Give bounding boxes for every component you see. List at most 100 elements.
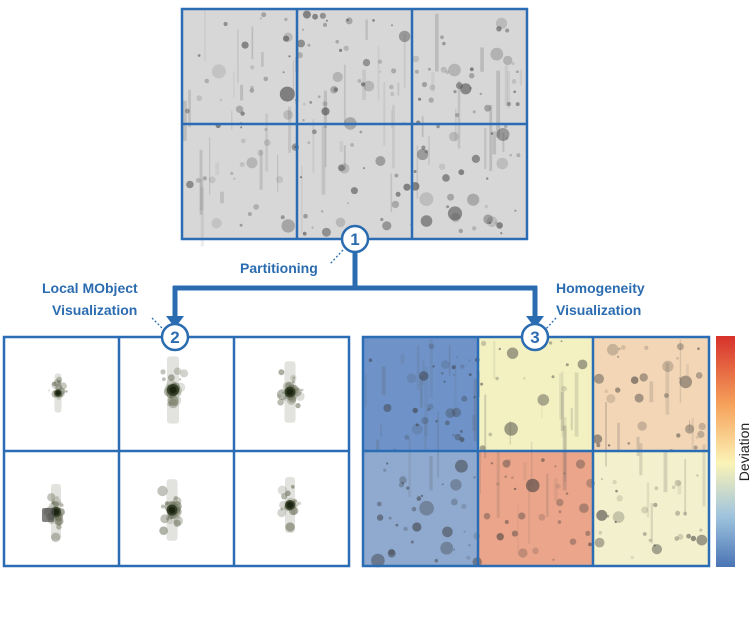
homogeneity-streak	[408, 438, 411, 498]
homogeneity-blob	[693, 445, 698, 450]
homogeneity-blob	[674, 536, 679, 541]
homogeneity-blob	[441, 483, 444, 486]
step-2-label-line2: Visualization	[52, 302, 137, 318]
original-blob	[421, 81, 428, 88]
homogeneity-blob	[618, 347, 621, 350]
original-blob	[230, 171, 234, 175]
original-streak	[233, 71, 235, 98]
step-2-label-line1: Local MObject	[42, 280, 138, 296]
original-blob	[343, 45, 349, 51]
original-blob	[486, 216, 498, 228]
homogeneity-blob	[630, 555, 634, 560]
original-blob	[312, 129, 317, 135]
homogeneity-blob	[401, 482, 405, 485]
original-streak	[265, 113, 269, 172]
homogeneity-blob	[428, 343, 435, 350]
homogeneity-blob	[662, 360, 674, 372]
homogeneity-blob	[416, 496, 422, 501]
homogeneity-blob	[481, 340, 487, 346]
homogeneity-blob	[406, 373, 417, 384]
original-streak	[519, 69, 523, 86]
homogeneity-blob	[502, 459, 511, 468]
original-blob	[239, 162, 245, 167]
step-2-number: 2	[170, 328, 179, 347]
homogeneity-blob	[421, 417, 429, 425]
homogeneity-blob	[463, 530, 466, 533]
original-blob	[467, 193, 480, 206]
original-streak	[292, 60, 294, 93]
original-blob	[332, 71, 343, 83]
original-blob	[294, 145, 297, 149]
homogeneity-blob	[554, 465, 557, 468]
original-blob	[496, 157, 509, 170]
original-blob	[372, 19, 375, 22]
original-blob	[239, 223, 243, 227]
homogeneity-blob	[538, 513, 546, 521]
original-blob	[390, 91, 395, 97]
original-streak	[339, 141, 344, 152]
original-blob	[472, 110, 476, 114]
step-1-label: Partitioning	[240, 260, 318, 276]
original-blob	[283, 35, 290, 42]
original-blob	[458, 228, 463, 234]
homogeneity-blob	[648, 538, 652, 542]
homogeneity-blob	[473, 476, 476, 479]
homogeneity-blob	[556, 498, 564, 507]
original-streak	[397, 82, 400, 96]
homogeneity-blob	[676, 343, 684, 351]
original-blob	[241, 41, 249, 49]
original-image-texture	[183, 9, 523, 247]
homogeneity-blob	[585, 530, 591, 537]
original-blob	[345, 17, 353, 25]
homogeneity-blob	[654, 486, 659, 491]
original-blob	[496, 128, 510, 141]
original-blob	[196, 95, 203, 102]
original-blob	[360, 82, 366, 87]
homogeneity-blob	[415, 423, 419, 427]
homogeneity-blob	[592, 434, 603, 444]
original-blob	[240, 126, 243, 129]
homogeneity-blob	[674, 479, 682, 487]
original-streak	[377, 46, 380, 101]
original-blob	[307, 141, 311, 145]
homogeneity-blob	[653, 502, 658, 508]
original-streak	[435, 13, 439, 72]
original-blob	[516, 153, 521, 158]
homogeneity-blob	[598, 530, 603, 535]
original-blob	[484, 104, 491, 112]
homogeneity-streak	[365, 374, 367, 407]
homogeneity-blob	[579, 503, 589, 513]
original-blob	[185, 108, 190, 114]
original-blob	[380, 217, 384, 222]
original-blob	[414, 69, 419, 74]
homogeneity-streak	[473, 378, 478, 442]
original-blob	[284, 17, 288, 22]
original-blob	[303, 213, 308, 219]
original-blob	[346, 202, 350, 205]
original-streak	[240, 84, 244, 101]
homogeneity-blob	[532, 547, 539, 555]
homogeneity-blob	[440, 541, 454, 555]
original-blob	[302, 231, 307, 236]
homogeneity-blob	[518, 512, 526, 520]
homogeneity-blob	[588, 542, 592, 547]
homogeneity-blob	[479, 445, 486, 451]
step-1-leader	[329, 249, 344, 265]
original-blob	[455, 113, 460, 118]
homogeneity-streak	[691, 417, 694, 450]
original-blob	[223, 21, 228, 27]
homogeneity-blob	[399, 476, 407, 484]
homogeneity-blob	[418, 371, 429, 381]
original-blob	[453, 90, 457, 94]
original-blob	[424, 149, 429, 154]
homogeneity-streak	[663, 451, 668, 493]
homogeneity-blob	[451, 365, 456, 370]
original-blob	[276, 176, 284, 184]
original-blob	[490, 132, 494, 135]
homogeneity-blob	[677, 533, 684, 540]
original-blob	[469, 86, 473, 90]
homogeneity-blob	[555, 483, 561, 489]
original-blob	[303, 102, 306, 106]
homogeneity-streak	[702, 444, 706, 507]
